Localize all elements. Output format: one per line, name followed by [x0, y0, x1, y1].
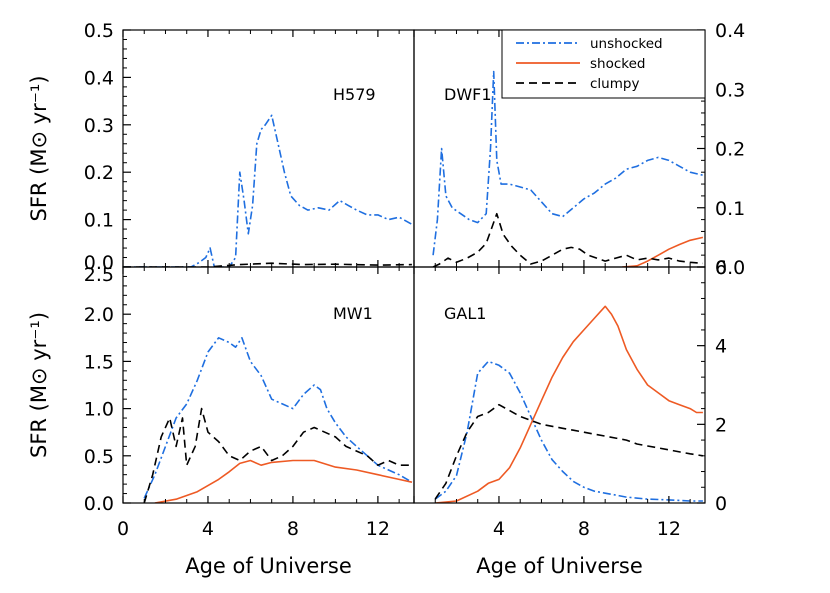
- panel-bottom-right: 0 2 4 6 4 8 12 Age of Universe GAL1: [413, 257, 727, 578]
- y-tick-label: 0.1: [84, 210, 114, 232]
- x-tick-label: 8: [578, 518, 590, 540]
- y-tick-label: 0.0: [84, 252, 114, 274]
- series-line-unshocked: [123, 114, 413, 267]
- y-axis-title: SFR (M⊙ yr⁻¹): [27, 312, 51, 458]
- panel-bottom-left: 0.0 0.5 1.0 1.5 2.0 2.5 0 4 8 12 Age of Universe SF…: [27, 264, 415, 578]
- y-tick-label: 0.3: [84, 115, 114, 137]
- x-tick-label: 0: [117, 518, 129, 540]
- y-tick-label: 0.4: [84, 67, 114, 89]
- series-line-shocked: [622, 236, 704, 267]
- panel-top-right: 0.0 0.1 0.2 0.3 0.4 DWF1 unshocked shocked clump…: [413, 20, 745, 279]
- x-axis-title: Age of Universe: [185, 554, 352, 578]
- series-line-shocked: [435, 305, 703, 503]
- y-tick-label: 0.2: [715, 139, 745, 161]
- y-tick-label: 4: [715, 336, 727, 358]
- series-line-unshocked: [143, 336, 413, 499]
- y-tick-label: 1.5: [84, 351, 114, 373]
- x-tick-label: 4: [493, 518, 505, 540]
- y-tick-label: 0: [715, 493, 727, 515]
- x-axis-title: Age of Universe: [476, 554, 643, 578]
- series-line-clumpy: [434, 403, 704, 500]
- plot-frame: [122, 29, 415, 268]
- plot-frame: [122, 266, 415, 504]
- y-tick-label: 0.0: [715, 257, 745, 279]
- panel-label: MW1: [333, 304, 373, 323]
- y-tick-label: 0.3: [715, 79, 745, 101]
- panel-label: GAL1: [444, 304, 486, 323]
- series-line-clumpy: [143, 407, 412, 503]
- y-tick-label: 6: [715, 257, 727, 279]
- series-line-unshocked: [434, 360, 703, 502]
- y-tick-label: 2.5: [84, 264, 114, 286]
- y-axis-title: SFR (M⊙ yr⁻¹): [27, 75, 51, 221]
- x-tick-label: 8: [287, 518, 299, 540]
- x-tick-label: 4: [202, 518, 214, 540]
- y-tick-label: 0.2: [84, 162, 114, 184]
- y-tick-label: 1.0: [84, 399, 114, 421]
- series-line-unshocked: [432, 70, 704, 256]
- x-tick-label: 12: [657, 518, 681, 540]
- y-tick-label: 2.0: [84, 304, 114, 326]
- series-line-clumpy: [123, 262, 412, 267]
- y-tick-label: 2: [715, 414, 727, 436]
- y-tick-label: 0.5: [84, 20, 114, 42]
- panel-label: H579: [333, 85, 376, 104]
- x-tick-label: 12: [366, 518, 390, 540]
- legend: unshocked shocked clumpy: [501, 29, 706, 99]
- legend-label-shocked: shocked: [590, 56, 645, 72]
- y-tick-label: 0.4: [715, 20, 745, 42]
- legend-label-clumpy: clumpy: [590, 76, 639, 92]
- series-line-shocked: [154, 459, 413, 503]
- panel-top-left: 0.0 0.1 0.2 0.3 0.4 0.5 SFR (M⊙ yr⁻¹) H579: [27, 20, 415, 274]
- y-tick-label: 0.0: [84, 493, 114, 515]
- y-tick-label: 0.1: [715, 198, 745, 220]
- y-tick-label: 0.5: [84, 446, 114, 468]
- series-line-clumpy: [432, 212, 703, 267]
- legend-label-unshocked: unshocked: [590, 36, 663, 52]
- panel-label: DWF1: [444, 85, 492, 104]
- legend-box: [501, 29, 706, 99]
- plot-frame: [413, 266, 706, 504]
